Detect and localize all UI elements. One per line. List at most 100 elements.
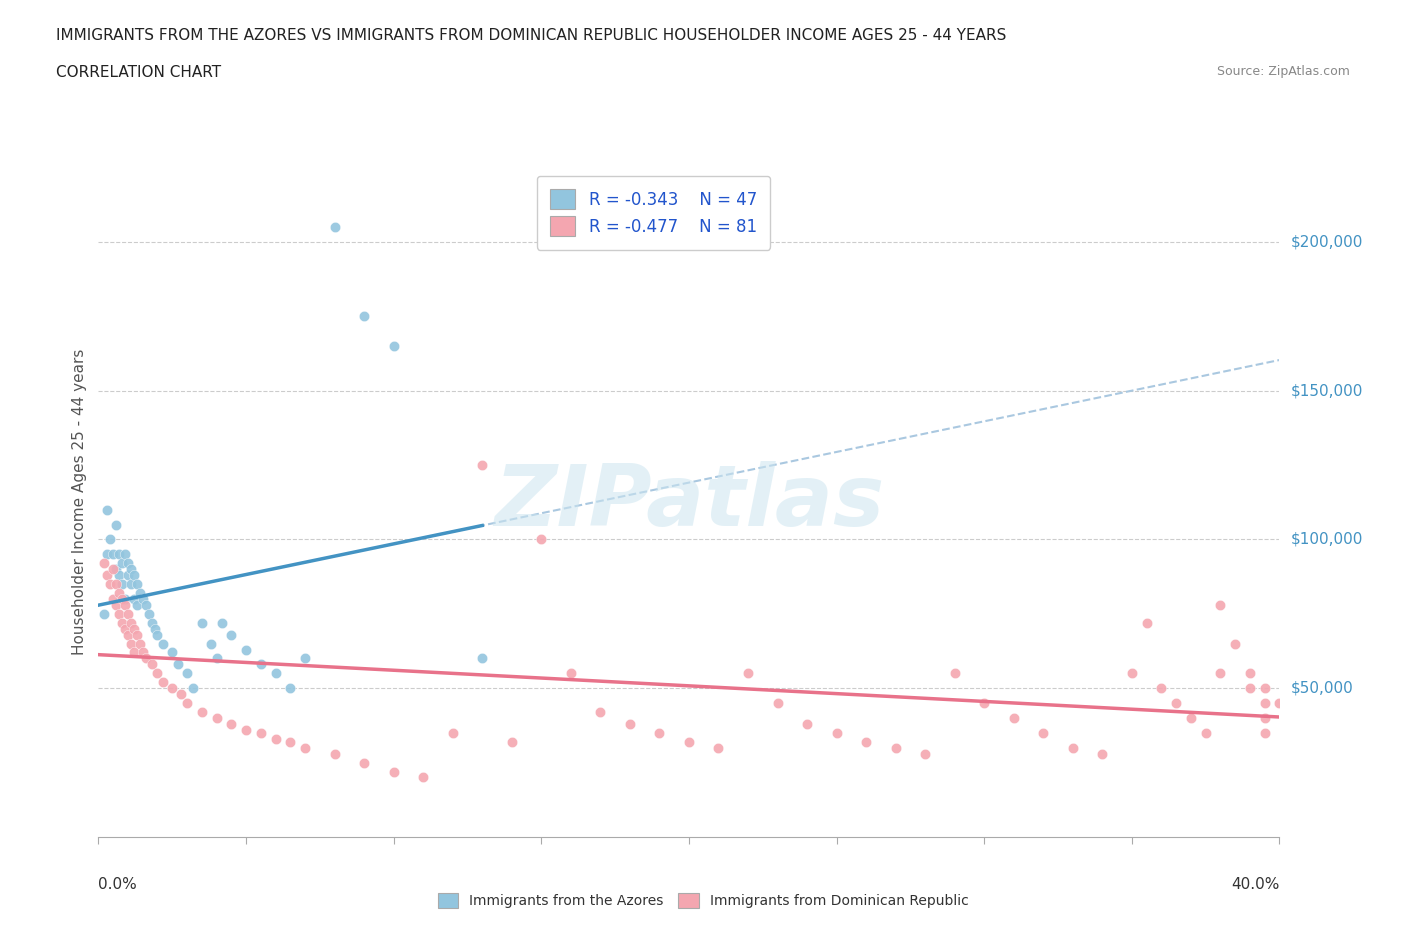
Point xyxy=(441,725,464,740)
Point xyxy=(114,547,136,562)
Point xyxy=(382,764,405,779)
Point xyxy=(122,567,145,582)
Point xyxy=(122,621,145,636)
Point xyxy=(294,651,316,666)
Point xyxy=(176,666,198,681)
Point xyxy=(111,577,134,591)
Point xyxy=(141,657,163,671)
Point xyxy=(96,502,118,517)
Point xyxy=(1150,681,1173,696)
Point xyxy=(128,586,150,601)
Point xyxy=(1091,746,1114,761)
Point xyxy=(323,746,346,761)
Point xyxy=(766,696,789,711)
Point xyxy=(412,770,434,785)
Point xyxy=(108,567,131,582)
Point xyxy=(884,740,907,755)
Point xyxy=(98,577,121,591)
Point xyxy=(125,577,148,591)
Point xyxy=(114,591,136,606)
Point xyxy=(162,645,183,660)
Point xyxy=(170,686,193,701)
Point xyxy=(1223,636,1246,651)
Point xyxy=(1239,681,1261,696)
Point xyxy=(219,627,242,642)
Point xyxy=(135,651,157,666)
Point xyxy=(737,666,759,681)
Point xyxy=(191,616,214,631)
Point xyxy=(1164,696,1187,711)
Point xyxy=(125,597,148,612)
Point xyxy=(648,725,671,740)
Point xyxy=(943,666,966,681)
Point xyxy=(111,591,134,606)
Text: IMMIGRANTS FROM THE AZORES VS IMMIGRANTS FROM DOMINICAN REPUBLIC HOUSEHOLDER INC: IMMIGRANTS FROM THE AZORES VS IMMIGRANTS… xyxy=(56,28,1007,43)
Point xyxy=(191,705,214,720)
Point xyxy=(117,627,139,642)
Point xyxy=(250,725,273,740)
Point xyxy=(146,666,169,681)
Point xyxy=(96,547,118,562)
Point xyxy=(1268,696,1291,711)
Point xyxy=(1121,666,1143,681)
Point xyxy=(1135,616,1157,631)
Point xyxy=(1209,597,1232,612)
Legend: R = -0.343    N = 47, R = -0.477    N = 81: R = -0.343 N = 47, R = -0.477 N = 81 xyxy=(537,176,770,250)
Point xyxy=(93,556,115,571)
Text: $150,000: $150,000 xyxy=(1291,383,1362,398)
Point xyxy=(1254,725,1277,740)
Point xyxy=(205,651,228,666)
Point xyxy=(103,547,125,562)
Point xyxy=(96,567,118,582)
Point xyxy=(138,606,160,621)
Point xyxy=(111,616,134,631)
Y-axis label: Householder Income Ages 25 - 44 years: Householder Income Ages 25 - 44 years xyxy=(72,349,87,656)
Point xyxy=(219,716,242,731)
Point xyxy=(323,219,346,234)
Point xyxy=(120,577,142,591)
Text: $200,000: $200,000 xyxy=(1291,234,1362,249)
Point xyxy=(111,556,134,571)
Point xyxy=(501,735,523,750)
Point xyxy=(589,705,612,720)
Point xyxy=(141,616,163,631)
Point xyxy=(353,309,375,324)
Point xyxy=(973,696,995,711)
Point xyxy=(294,740,316,755)
Text: $50,000: $50,000 xyxy=(1291,681,1354,696)
Point xyxy=(235,642,257,657)
Point xyxy=(120,562,142,577)
Point xyxy=(167,657,190,671)
Point xyxy=(108,606,131,621)
Point xyxy=(122,645,145,660)
Point xyxy=(93,606,115,621)
Point xyxy=(1180,711,1202,725)
Point xyxy=(1032,725,1054,740)
Point xyxy=(114,621,136,636)
Point xyxy=(382,339,405,353)
Text: ZIPatlas: ZIPatlas xyxy=(494,460,884,544)
Point xyxy=(120,636,142,651)
Point xyxy=(120,616,142,631)
Point xyxy=(855,735,877,750)
Point xyxy=(152,675,174,690)
Point xyxy=(105,562,128,577)
Point xyxy=(176,696,198,711)
Point xyxy=(1209,666,1232,681)
Point xyxy=(278,735,302,750)
Point xyxy=(122,591,145,606)
Point xyxy=(796,716,818,731)
Point xyxy=(1254,711,1277,725)
Point xyxy=(200,636,222,651)
Point xyxy=(108,547,131,562)
Point xyxy=(181,681,204,696)
Point xyxy=(707,740,730,755)
Point xyxy=(105,517,128,532)
Point xyxy=(1254,681,1277,696)
Point xyxy=(1239,666,1261,681)
Point xyxy=(128,636,150,651)
Point xyxy=(105,597,128,612)
Point xyxy=(264,666,287,681)
Point xyxy=(135,597,157,612)
Point xyxy=(211,616,233,631)
